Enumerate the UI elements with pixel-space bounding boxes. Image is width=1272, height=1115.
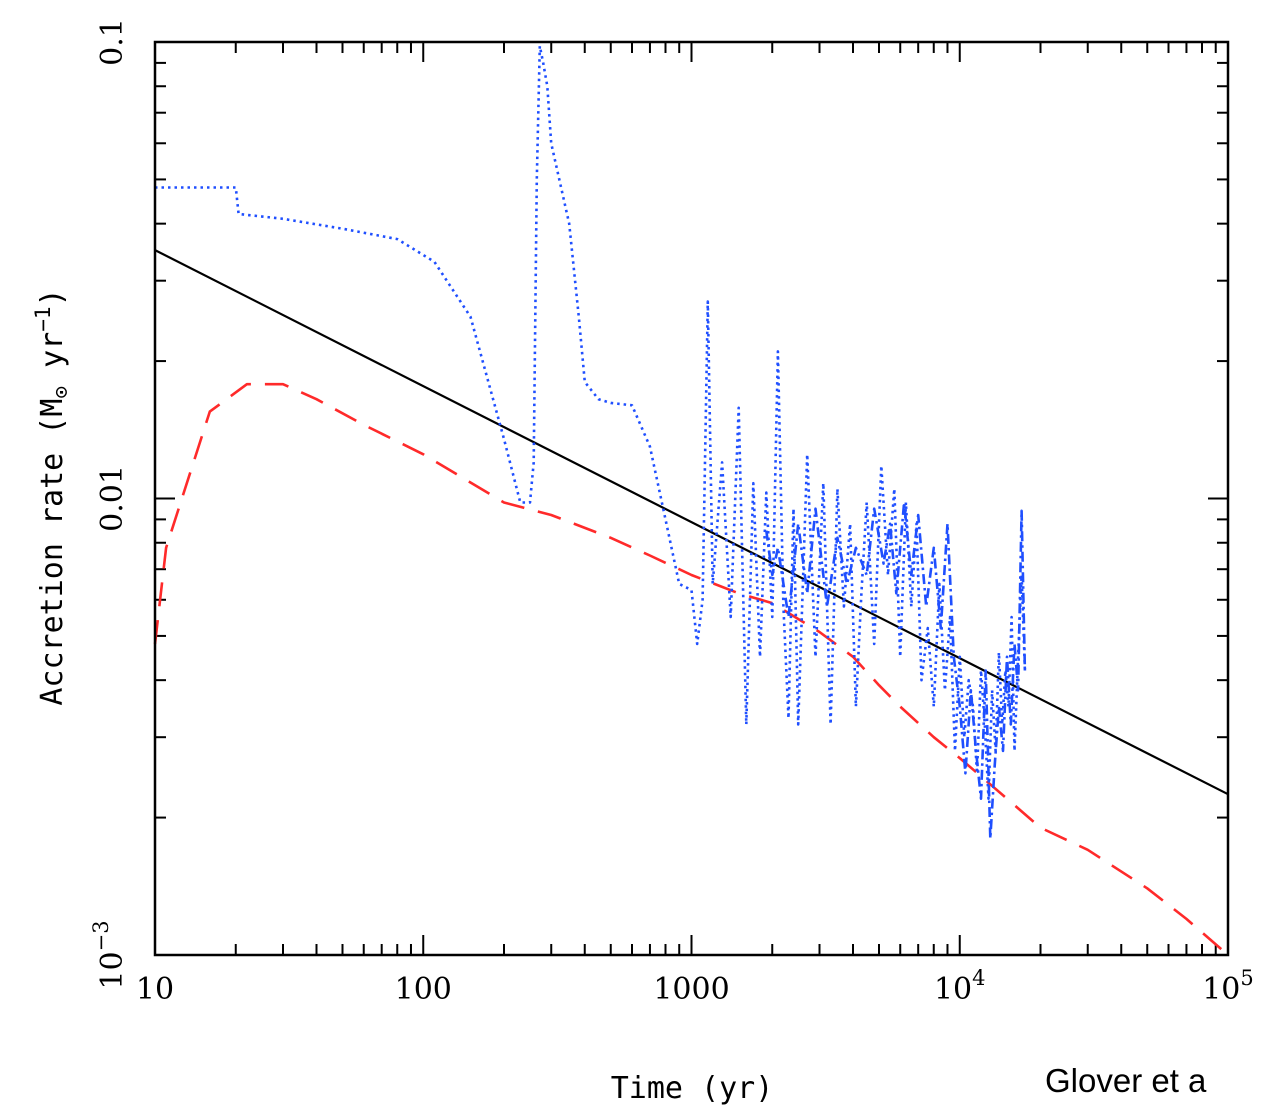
- x-tick-label: 104: [934, 966, 986, 1007]
- series-layer: [153, 44, 1229, 956]
- series-line-dotted: [155, 44, 1027, 800]
- axis-ticks: [154, 42, 1228, 956]
- plot-frame: [153, 40, 1230, 957]
- y-tick-label: 10−3: [89, 920, 130, 989]
- x-tick-label: 105: [1202, 966, 1254, 1007]
- x-axis-title: Time (yr): [611, 1071, 774, 1106]
- y-tick-label: 0.1: [95, 18, 130, 66]
- axis-tick-labels: 10 100 1000 104 105 10−3 0.01 0.1: [89, 18, 1254, 1007]
- y-tick-label: 0.01: [95, 465, 130, 532]
- y-axis-title: Accretion rate (M⊙ yr−1): [31, 288, 73, 705]
- x-tick-label: 10: [136, 972, 174, 1007]
- x-tick-label: 100: [395, 972, 452, 1007]
- series-line-dashed: [153, 382, 1229, 956]
- series-line-solid: [154, 249, 1229, 796]
- series-line-dashdot: [765, 501, 1027, 840]
- citation-credit: Glover et a: [1045, 1062, 1207, 1099]
- x-tick-label: 1000: [653, 972, 729, 1007]
